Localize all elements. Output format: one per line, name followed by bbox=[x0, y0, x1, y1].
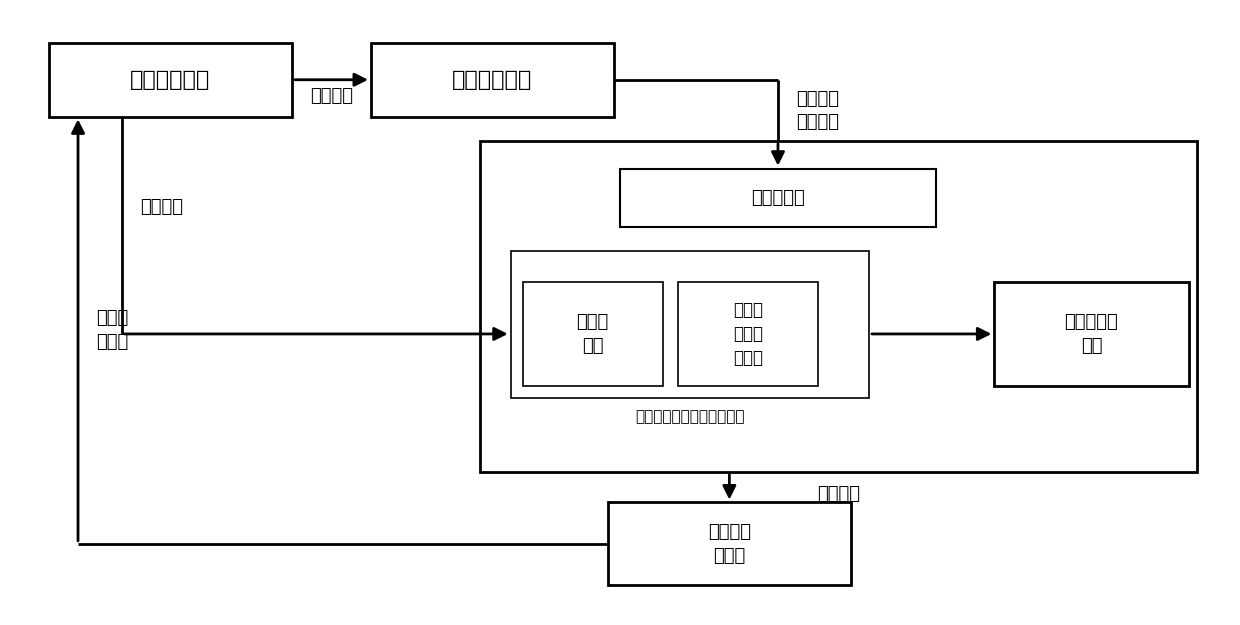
Bar bbox=[620, 169, 936, 227]
Text: 车身状
态信息: 车身状 态信息 bbox=[97, 309, 129, 351]
Text: 环境感知模块: 环境感知模块 bbox=[130, 70, 211, 90]
Text: 环境信息: 环境信息 bbox=[310, 87, 353, 105]
Bar bbox=[994, 282, 1189, 386]
Text: 多预测
范围成
本函数: 多预测 范围成 本函数 bbox=[733, 301, 763, 366]
Bar bbox=[511, 251, 869, 398]
Bar bbox=[480, 141, 1197, 472]
Text: 横向位置
航向偏差: 横向位置 航向偏差 bbox=[796, 89, 839, 131]
Bar bbox=[678, 282, 818, 386]
Bar bbox=[48, 43, 291, 116]
Bar bbox=[608, 503, 851, 585]
Text: 稳定性控制: 稳定性控制 bbox=[751, 189, 805, 207]
Text: 多预测
范围: 多预测 范围 bbox=[577, 313, 609, 355]
Text: 迭代学习控
制器: 迭代学习控 制器 bbox=[1065, 313, 1118, 355]
Text: 变附着系数模型预测控制器: 变附着系数模型预测控制器 bbox=[635, 409, 745, 424]
Text: 环境事件: 环境事件 bbox=[140, 198, 184, 216]
Bar bbox=[371, 43, 614, 116]
Text: 控制对象
智能车: 控制对象 智能车 bbox=[708, 523, 751, 564]
Text: 路径规划模块: 路径规划模块 bbox=[453, 70, 532, 90]
Text: 控制模块: 控制模块 bbox=[817, 485, 861, 503]
Bar bbox=[523, 282, 662, 386]
